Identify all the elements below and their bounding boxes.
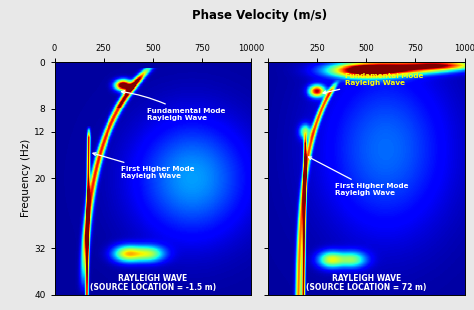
Text: RAYLEIGH WAVE: RAYLEIGH WAVE <box>118 274 188 283</box>
Text: RAYLEIGH WAVE: RAYLEIGH WAVE <box>331 274 401 283</box>
Text: Fundamental Mode
Rayleigh Wave: Fundamental Mode Rayleigh Wave <box>122 91 225 121</box>
Text: First Higher Mode
Rayleigh Wave: First Higher Mode Rayleigh Wave <box>309 157 408 196</box>
Text: (SOURCE LOCATION = -1.5 m): (SOURCE LOCATION = -1.5 m) <box>90 283 216 292</box>
Text: Phase Velocity (m/s): Phase Velocity (m/s) <box>192 9 327 22</box>
Text: First Higher Mode
Rayleigh Wave: First Higher Mode Rayleigh Wave <box>93 153 195 179</box>
Text: (SOURCE LOCATION = 72 m): (SOURCE LOCATION = 72 m) <box>306 283 426 292</box>
Y-axis label: Frequency (Hz): Frequency (Hz) <box>21 139 31 217</box>
Text: Fundamental Mode
Rayleigh Wave: Fundamental Mode Rayleigh Wave <box>323 73 423 94</box>
